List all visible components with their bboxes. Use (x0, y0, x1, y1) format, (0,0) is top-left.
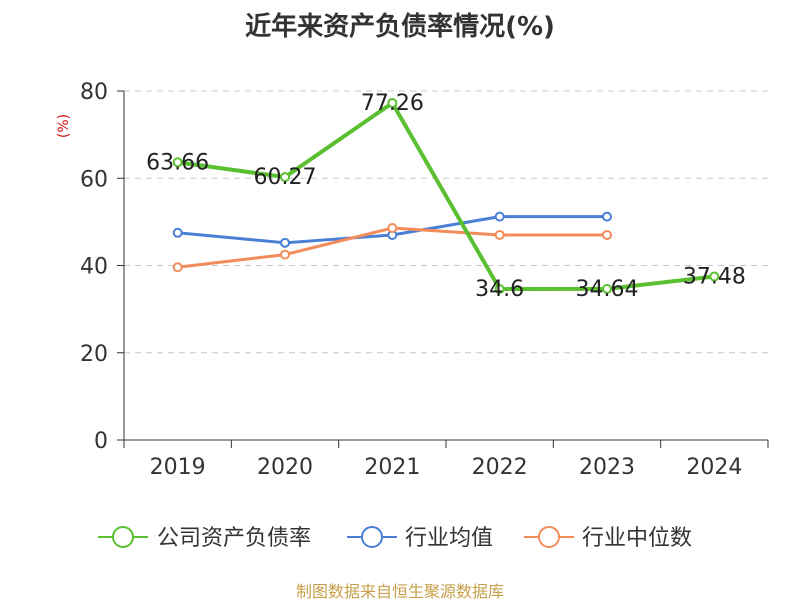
data-label: 34.64 (576, 277, 639, 302)
data-label: 77.26 (361, 91, 424, 116)
y-tick-label: 20 (80, 342, 108, 367)
data-point (387, 222, 398, 233)
data-point (280, 172, 290, 183)
data-label: 34.6 (475, 277, 524, 302)
x-tick-label: 2020 (257, 455, 313, 480)
y-tick-label: 60 (80, 167, 108, 192)
y-tick-label: 80 (80, 80, 108, 105)
x-tick-label: 2024 (686, 455, 742, 480)
legend-label: 公司资产负债率 (157, 526, 311, 551)
data-point (280, 237, 290, 248)
data-label: 63.66 (146, 150, 209, 175)
x-tick-label: 2021 (364, 455, 420, 480)
data-label: 37.48 (683, 264, 746, 289)
data-point (494, 229, 505, 240)
data-point (172, 157, 183, 168)
legend-swatch-marker (361, 526, 383, 548)
data-point (172, 227, 183, 238)
data-point (709, 271, 720, 282)
series-line (177, 100, 715, 292)
data-point (387, 97, 398, 108)
legend-swatch-marker (112, 526, 134, 548)
data-point (172, 262, 183, 273)
y-axis-label: (%) (56, 114, 72, 138)
data-point (602, 283, 612, 294)
legend-swatch-marker (538, 526, 560, 548)
data-point (280, 249, 290, 260)
x-tick-label: 2023 (579, 455, 635, 480)
chart-title: 近年来资产负债率情况(%) (245, 12, 555, 42)
data-point (602, 229, 612, 240)
data-label: 60.27 (254, 165, 317, 190)
x-tick-label: 2022 (472, 455, 528, 480)
legend-label: 行业中位数 (582, 526, 692, 551)
data-point (494, 284, 505, 295)
y-tick-label: 40 (80, 255, 108, 280)
legend-label: 行业均值 (405, 526, 493, 551)
y-tick-label: 0 (94, 429, 108, 454)
data-point (602, 211, 612, 222)
source-note: 制图数据来自恒生聚源数据库 (295, 582, 504, 601)
data-point (494, 211, 505, 222)
x-tick-label: 2019 (150, 455, 206, 480)
